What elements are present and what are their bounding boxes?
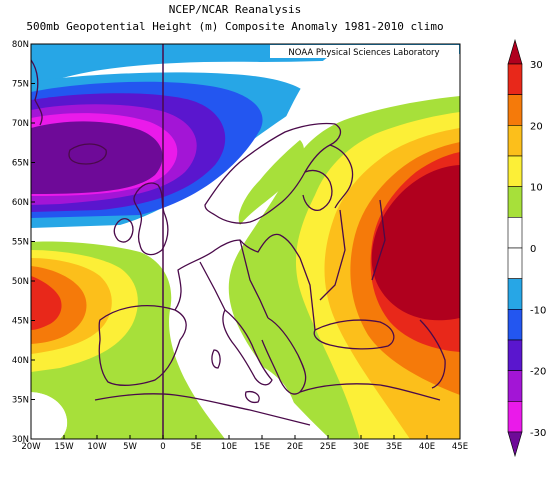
credit-box [270, 45, 459, 58]
colorbar-label: 30 [530, 60, 543, 71]
colorbar-segment [507, 94, 523, 126]
colorbar-segment [507, 309, 523, 341]
colorbar-segment [507, 339, 523, 371]
lon-tick-label: 25E [320, 442, 336, 452]
colorbar-label: 0 [530, 244, 536, 255]
lat-tick-label: 30N [12, 435, 29, 445]
lat-tick-label: 70N [12, 119, 29, 129]
credit-text: NOAA Physical Sciences Laboratory [288, 48, 439, 58]
lat-tick-label: 65N [12, 159, 29, 169]
colorbar-segment [507, 63, 523, 95]
lon-tick-label: 20E [287, 442, 303, 452]
colorbar-segment [507, 278, 523, 310]
colorbar-segment [507, 217, 523, 249]
lon-tick-label: 30E [353, 442, 369, 452]
colorbar-segment [507, 247, 523, 279]
colorbar-segment [507, 370, 523, 402]
lon-tick-label: 0 [160, 442, 165, 452]
lat-tick-label: 75N [12, 80, 29, 90]
lat-tick-label: 55N [12, 238, 29, 248]
colorbar-bottom-arrow [507, 431, 523, 458]
lat-tick-label: 45N [12, 317, 29, 327]
lat-tick-label: 80N [12, 40, 29, 50]
lon-tick-label: 20W [21, 442, 41, 452]
lon-tick-label: 5E [191, 442, 202, 452]
colorbar-segment [507, 125, 523, 157]
coastlines [31, 59, 446, 426]
contour-positive-core [371, 165, 460, 321]
colorbar-segment [507, 186, 523, 218]
lon-tick-label: 45E [452, 442, 468, 452]
colorbar-top-arrow [507, 38, 523, 65]
colorbar-segment [507, 401, 523, 433]
map-title-line1: NCEP/NCAR Reanalysis [168, 3, 302, 16]
colorbar-label: -30 [530, 428, 546, 439]
colorbar: 30 20 10 0 -10 -20 -30 [507, 38, 546, 458]
lat-tick-label: 60N [12, 198, 29, 208]
lat-tick-label: 40N [12, 356, 29, 366]
colorbar-label: 20 [530, 121, 543, 132]
lon-tick-label: 15W [54, 442, 74, 452]
lon-tick-label: 5W [123, 442, 137, 452]
lon-tick-label: 35E [386, 442, 402, 452]
lat-tick-label: 50N [12, 277, 29, 287]
colorbar-label: 10 [530, 183, 543, 194]
lon-tick-label: 15E [254, 442, 270, 452]
lon-tick-label: 10E [221, 442, 237, 452]
colorbar-label: -10 [530, 305, 546, 316]
map-title-line2: 500mb Geopotential Height (m) Composite … [26, 20, 444, 33]
colorbar-label: -20 [530, 367, 546, 378]
contour-fill [31, 44, 460, 439]
colorbar-segment [507, 155, 523, 187]
lon-tick-label: 40E [419, 442, 435, 452]
lon-tick-label: 10W [87, 442, 107, 452]
lat-tick-label: 35N [12, 396, 29, 406]
